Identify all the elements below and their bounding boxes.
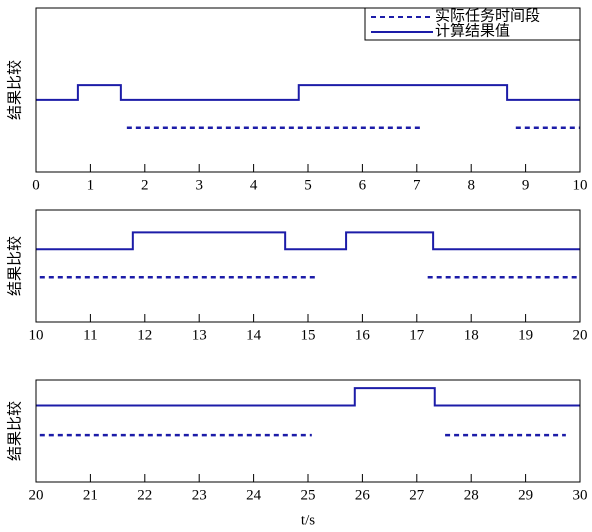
plot-frame — [35, 379, 581, 483]
x-tick-label: 6 — [359, 177, 367, 193]
plot-frame — [35, 7, 581, 173]
x-tick-label: 20 — [573, 327, 588, 343]
x-tick-label: 9 — [522, 177, 530, 193]
series-line — [36, 387, 580, 407]
y-axis-label: 结果比较 — [5, 60, 23, 120]
legend-label: 计算结果值 — [435, 21, 510, 39]
y-axis-label: 结果比较 — [5, 401, 23, 461]
x-tick-label: 3 — [195, 177, 203, 193]
x-tick-label: 12 — [137, 327, 152, 343]
series-line — [36, 231, 580, 251]
x-tick-label: 30 — [573, 487, 588, 503]
x-tick-label: 18 — [464, 327, 479, 343]
x-tick-label: 22 — [137, 487, 152, 503]
x-tick-label: 24 — [246, 487, 262, 503]
x-tick-label: 27 — [409, 487, 425, 503]
x-tick-label: 1 — [87, 177, 95, 193]
x-tick-label: 25 — [301, 487, 316, 503]
x-tick-label: 0 — [32, 177, 40, 193]
x-tick-label: 11 — [83, 327, 97, 343]
x-tick-label: 20 — [29, 487, 44, 503]
x-tick-label: 21 — [83, 487, 98, 503]
x-tick-label: 10 — [573, 177, 588, 193]
legend-label: 实际任务时间段 — [435, 7, 540, 24]
legend-box — [364, 7, 581, 41]
x-tick-label: 2 — [141, 177, 149, 193]
x-axis-label: t/s — [301, 512, 315, 528]
x-tick-label: 14 — [246, 327, 262, 343]
x-tick-label: 29 — [518, 487, 533, 503]
series-line — [36, 84, 580, 101]
x-tick-label: 26 — [355, 487, 371, 503]
x-tick-label: 10 — [29, 327, 44, 343]
x-tick-label: 15 — [301, 327, 316, 343]
x-tick-label: 7 — [413, 177, 421, 193]
x-tick-label: 13 — [192, 327, 207, 343]
x-tick-label: 16 — [355, 327, 371, 343]
x-tick-label: 19 — [518, 327, 533, 343]
x-tick-label: 5 — [304, 177, 312, 193]
x-tick-label: 28 — [464, 487, 479, 503]
x-tick-label: 4 — [250, 177, 258, 193]
x-tick-label: 17 — [409, 327, 425, 343]
plot-frame — [35, 209, 581, 323]
y-axis-label: 结果比较 — [5, 236, 23, 296]
x-tick-label: 8 — [467, 177, 475, 193]
x-tick-label: 23 — [192, 487, 207, 503]
